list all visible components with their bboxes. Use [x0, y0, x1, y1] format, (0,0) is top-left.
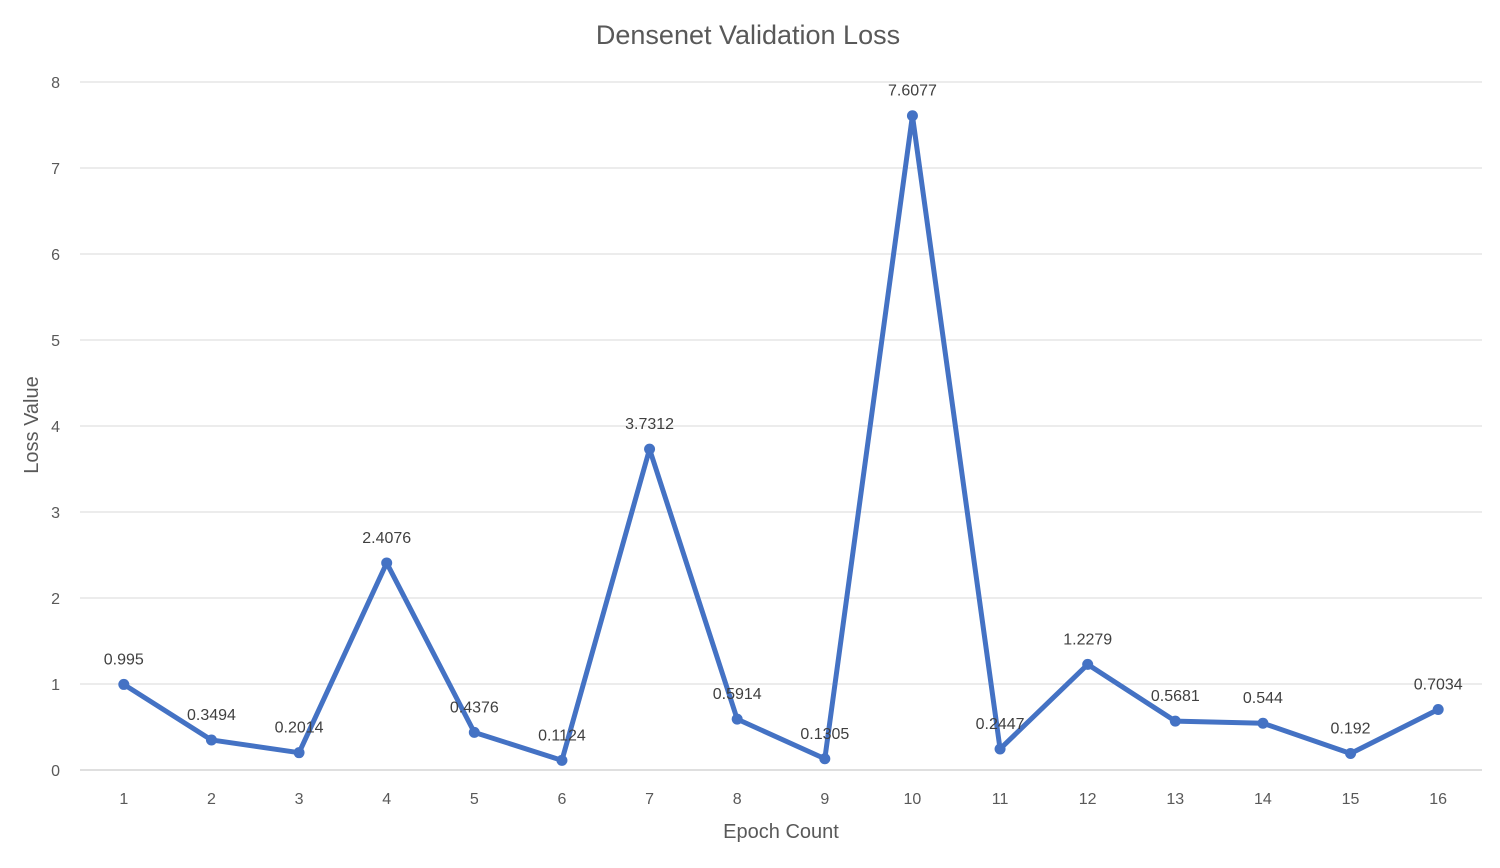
x-tick-label: 8 — [733, 791, 742, 808]
x-tick-label: 11 — [992, 791, 1009, 808]
y-tick-labels: 0 1 2 3 4 5 6 7 8 — [51, 75, 60, 780]
x-tick-label: 1 — [119, 791, 128, 808]
x-tick-label: 3 — [295, 791, 304, 808]
data-point — [819, 753, 831, 765]
data-point — [644, 443, 656, 455]
data-label: 3.7312 — [625, 416, 674, 433]
data-label: 0.5914 — [713, 686, 762, 703]
data-point — [1257, 717, 1269, 729]
data-point — [994, 743, 1006, 755]
y-tick-label: 5 — [51, 333, 60, 350]
data-label: 1.2279 — [1063, 631, 1112, 648]
data-point — [293, 747, 305, 759]
data-label: 0.4376 — [450, 699, 499, 716]
series-layer — [118, 110, 1444, 766]
y-tick-label: 3 — [51, 505, 60, 522]
data-label: 0.3494 — [187, 707, 236, 724]
data-label: 0.1305 — [800, 726, 849, 743]
data-label: 2.4076 — [362, 530, 411, 547]
data-label: 0.2447 — [976, 716, 1025, 733]
y-axis-label: Loss Value — [21, 376, 43, 473]
y-tick-label: 2 — [51, 591, 60, 608]
data-label: 0.2014 — [275, 720, 324, 737]
data-point — [1082, 658, 1094, 670]
data-label: 0.544 — [1243, 690, 1283, 707]
data-point — [118, 678, 130, 690]
x-tick-label: 15 — [1342, 791, 1360, 808]
x-tick-label: 5 — [470, 791, 479, 808]
data-point — [1432, 704, 1444, 716]
data-label: 0.5681 — [1151, 688, 1200, 705]
x-tick-label: 4 — [382, 791, 391, 808]
data-point — [205, 734, 217, 746]
y-tick-label: 7 — [51, 161, 60, 178]
data-point — [1345, 747, 1357, 759]
x-tick-label: 12 — [1079, 791, 1097, 808]
x-tick-label: 2 — [207, 791, 216, 808]
x-tick-label: 6 — [557, 791, 566, 808]
x-axis-label: Epoch Count — [723, 821, 839, 843]
x-tick-label: 7 — [645, 791, 654, 808]
data-point — [731, 713, 743, 725]
x-tick-label: 13 — [1166, 791, 1184, 808]
data-point — [468, 726, 480, 738]
y-tick-label: 1 — [51, 677, 60, 694]
y-tick-label: 0 — [51, 763, 60, 780]
data-point — [1169, 715, 1181, 727]
x-tick-label: 14 — [1254, 791, 1272, 808]
y-tick-label: 4 — [51, 419, 60, 436]
data-point — [556, 754, 568, 766]
x-tick-label: 16 — [1429, 791, 1447, 808]
series-line — [121, 113, 1441, 763]
data-label: 0.192 — [1331, 720, 1371, 737]
data-label: 7.6077 — [888, 83, 937, 100]
y-tick-label: 8 — [51, 75, 60, 92]
x-tick-labels: 1 2 3 4 5 6 7 8 9 10 11 12 13 14 15 16 — [119, 791, 1447, 808]
data-point — [381, 557, 393, 569]
chart-title: Densenet Validation Loss — [596, 20, 900, 50]
data-point — [906, 110, 918, 122]
data-label: 0.7034 — [1414, 677, 1463, 694]
data-label: 0.995 — [104, 651, 144, 668]
x-tick-label: 10 — [904, 791, 922, 808]
data-labels: 0.995 0.3494 0.2014 2.4076 0.4376 0.1124 3.731… — [104, 83, 1463, 745]
y-tick-label: 6 — [51, 247, 60, 264]
gridlines — [80, 81, 1482, 771]
x-tick-label: 9 — [820, 791, 829, 808]
data-label: 0.1124 — [538, 727, 586, 744]
